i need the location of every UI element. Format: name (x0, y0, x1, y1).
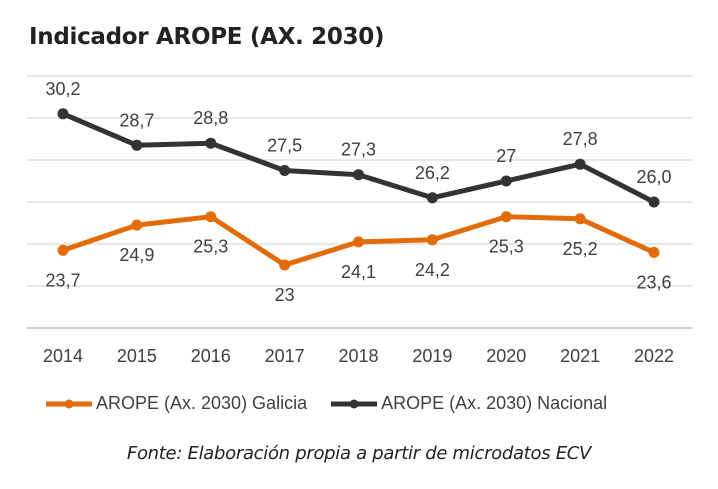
x-tick-label: 2015 (117, 346, 157, 366)
legend: AROPE (Ax. 2030) Galicia AROPE (Ax. 2030… (44, 393, 629, 414)
data-label: 28,8 (193, 108, 228, 128)
data-label: 24,2 (415, 260, 450, 280)
data-label: 27 (496, 146, 516, 166)
data-label: 24,9 (119, 245, 154, 265)
data-label: 23 (275, 285, 295, 305)
x-tick-label: 2014 (43, 346, 83, 366)
data-point (131, 139, 143, 151)
x-tick-label: 2022 (634, 346, 674, 366)
x-tick-label: 2018 (338, 346, 378, 366)
legend-swatch-nacional (331, 399, 378, 408)
x-tick-label: 2016 (191, 346, 231, 366)
data-point (648, 196, 660, 208)
data-label: 26,2 (415, 163, 450, 183)
legend-item-nacional: AROPE (Ax. 2030) Nacional (329, 393, 607, 414)
data-point (131, 219, 143, 231)
legend-item-galicia: AROPE (Ax. 2030) Galicia (44, 393, 307, 414)
x-tick-label: 2020 (486, 346, 526, 366)
data-point (574, 213, 586, 225)
data-label: 30,2 (45, 79, 80, 99)
chart-title: Indicador AROPE (AX. 2030) (29, 24, 385, 50)
data-point (426, 192, 438, 204)
x-tick-label: 2021 (560, 346, 600, 366)
data-label: 27,5 (267, 136, 302, 156)
data-label: 27,3 (341, 140, 376, 160)
data-point (279, 165, 291, 176)
data-label: 28,7 (119, 110, 154, 130)
data-point (574, 158, 586, 170)
data-point (353, 236, 364, 248)
data-point (57, 244, 69, 256)
x-tick-label: 2019 (412, 346, 452, 366)
data-label: 25,2 (563, 239, 598, 259)
data-point (426, 234, 438, 246)
legend-label-nacional: AROPE (Ax. 2030) Nacional (381, 393, 608, 413)
data-point (57, 108, 69, 120)
data-label: 27,8 (563, 129, 598, 149)
data-point (205, 211, 217, 223)
data-label: 24,1 (341, 262, 376, 282)
data-label: 25,3 (489, 237, 524, 257)
x-tick-label: 2017 (265, 346, 305, 366)
data-point (353, 169, 364, 181)
data-label: 23,7 (45, 270, 80, 290)
legend-label-galicia: AROPE (Ax. 2030) Galicia (96, 393, 308, 413)
data-label: 26,0 (636, 167, 671, 187)
data-label: 25,3 (193, 237, 228, 257)
source-note: Fonte: Elaboración propia a partir de mi… (126, 443, 592, 464)
data-point (500, 211, 512, 223)
data-point (279, 259, 291, 271)
data-point (648, 246, 660, 258)
legend-swatch-galicia (46, 399, 92, 408)
data-point (205, 137, 217, 149)
data-point (500, 175, 512, 187)
data-label: 23,6 (636, 272, 671, 292)
